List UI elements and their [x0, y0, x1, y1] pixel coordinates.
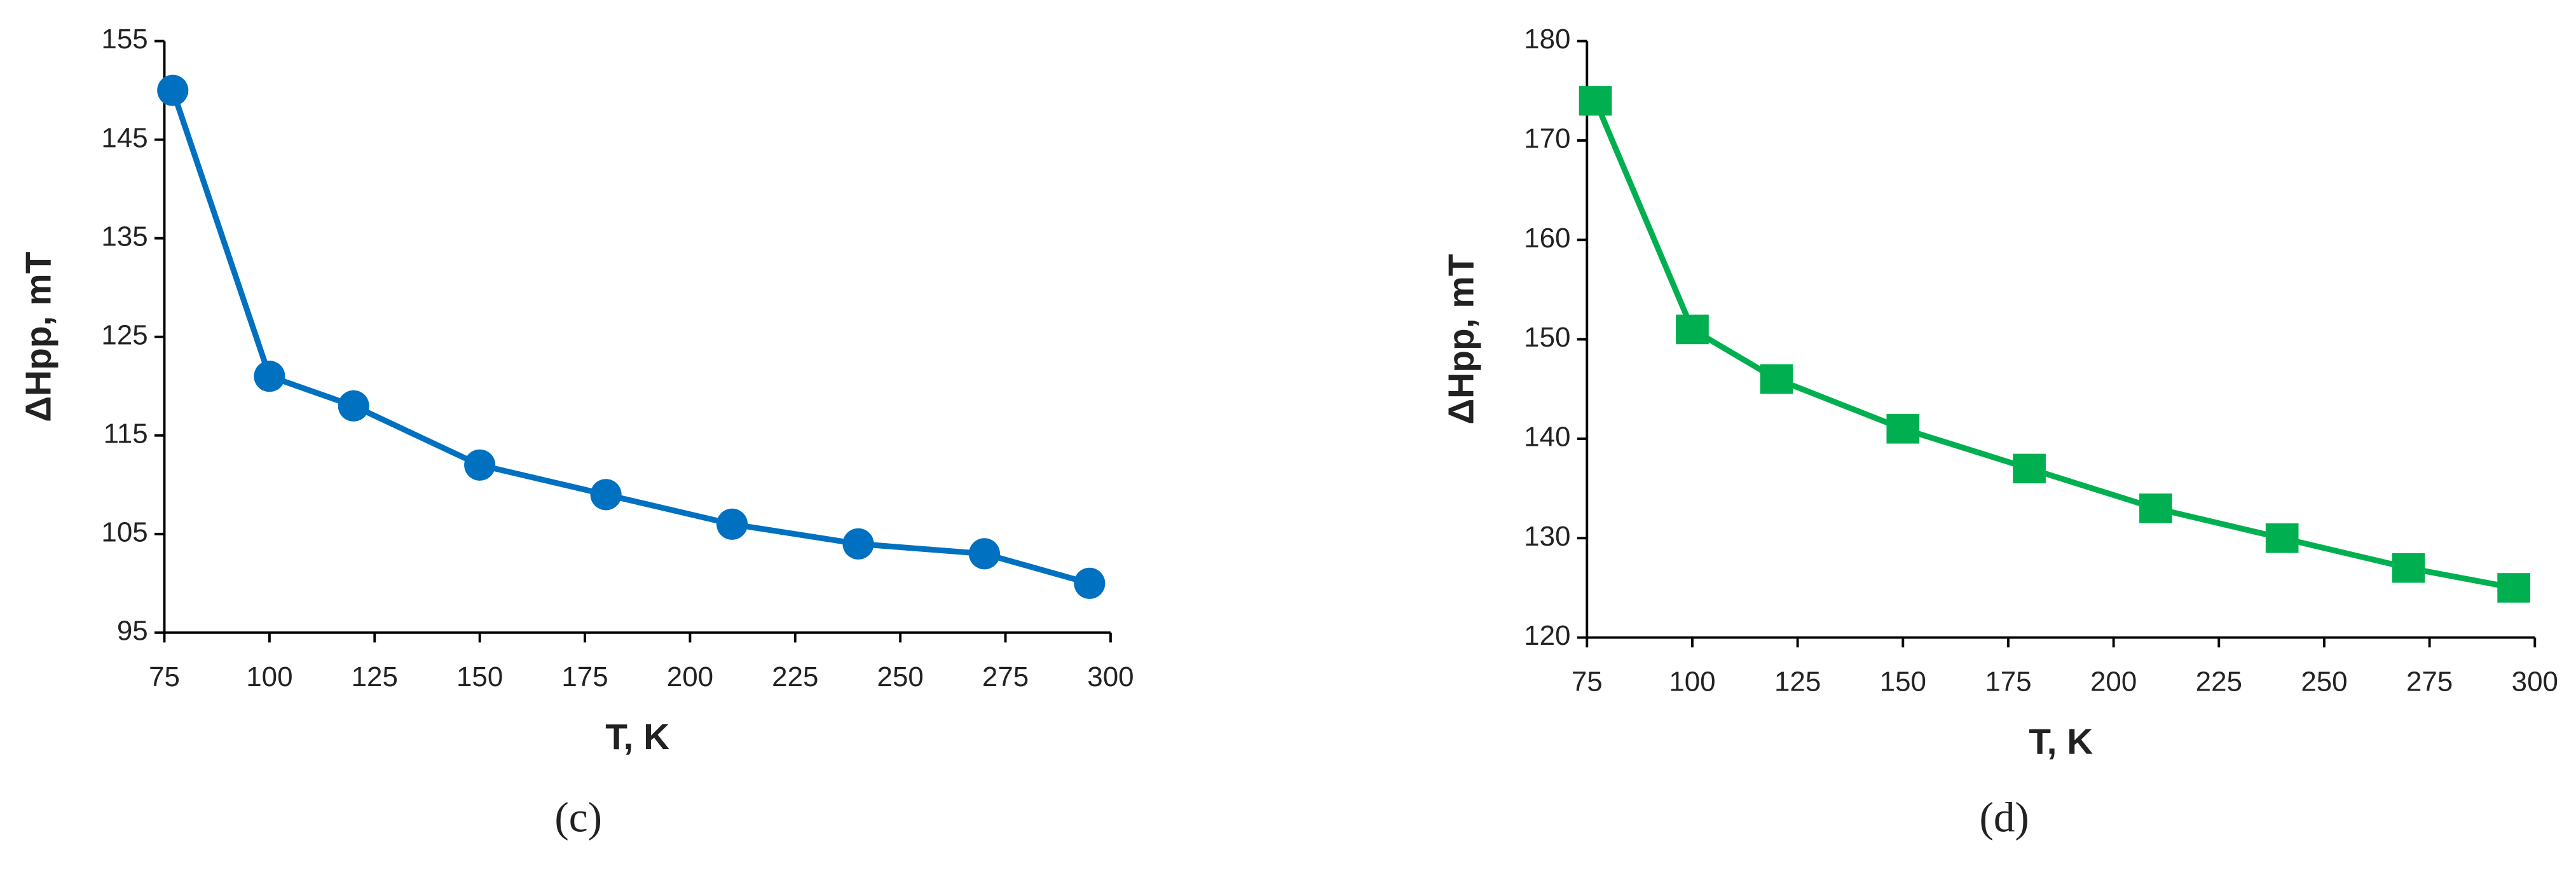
- marker: [1886, 414, 1920, 444]
- x-tick-label: 175: [561, 661, 608, 692]
- chart: 120 130 140 150 160 170 180 75 100 125 150 175 200 22…: [1442, 24, 2558, 841]
- x-tick-label: 250: [877, 661, 924, 692]
- marker: [1676, 314, 1709, 345]
- marker: [2013, 453, 2046, 484]
- x-tick-label: 300: [1087, 661, 1134, 692]
- y-tick-label: 150: [1524, 322, 1570, 353]
- x-tick-label: 175: [1985, 666, 2031, 698]
- marker: [1074, 567, 1106, 599]
- marker: [338, 390, 369, 422]
- marker: [716, 508, 748, 540]
- y-axis-label: ΔHpp, mT: [1442, 254, 1482, 424]
- x-tick-label: 100: [1669, 666, 1715, 698]
- y-tick-label: 160: [1524, 223, 1570, 254]
- x-tick-label: 225: [2196, 666, 2242, 698]
- y-tick-label: 145: [101, 122, 147, 153]
- y-tick-label: 125: [101, 319, 147, 350]
- marker: [464, 449, 496, 481]
- x-axis-label: T, K: [2029, 722, 2093, 762]
- series-line: [170, 89, 1091, 586]
- x-tick-label: 150: [456, 661, 503, 692]
- marker: [254, 361, 285, 392]
- caption: (d): [1979, 793, 2029, 841]
- x-tick-label: 225: [772, 661, 818, 692]
- y-tick-label: 95: [117, 615, 148, 646]
- x-tick-label: 250: [2301, 666, 2347, 698]
- y-tick-label: 170: [1524, 123, 1570, 155]
- x-tick-label: 150: [1880, 666, 1926, 698]
- marker: [1760, 364, 1793, 394]
- marker: [2392, 553, 2425, 583]
- y-axis-label: ΔHpp, mT: [19, 251, 59, 422]
- y-tick-label: 180: [1524, 24, 1570, 55]
- y-tick-label: 140: [1524, 422, 1570, 453]
- x-tick-label: 125: [352, 661, 398, 692]
- x-tick-label: 300: [2512, 666, 2558, 698]
- x-tick-label: 75: [1572, 666, 1603, 698]
- marker: [1579, 86, 1612, 116]
- marker: [590, 479, 622, 511]
- y-tick-label: 155: [101, 24, 147, 55]
- y-tick-label: 130: [1524, 521, 1570, 552]
- y-tick-label: 115: [104, 418, 148, 449]
- y-tick-label: 120: [1524, 620, 1570, 651]
- chart: 95 105 115 125 135 145 155 75 100 125 150 175 200 225…: [19, 24, 1134, 841]
- caption: (c): [554, 793, 602, 841]
- x-tick-label: 200: [667, 661, 713, 692]
- y-tick-label: 105: [101, 516, 147, 548]
- x-tick-label: 75: [149, 661, 180, 692]
- x-tick-label: 275: [2406, 666, 2453, 698]
- x-tick-label: 200: [2090, 666, 2137, 698]
- x-tick-label: 275: [982, 661, 1029, 692]
- marker: [2265, 523, 2299, 553]
- marker: [157, 74, 189, 106]
- x-tick-label: 100: [246, 661, 292, 692]
- x-tick-label: 125: [1774, 666, 1821, 698]
- marker: [842, 528, 874, 560]
- marker: [2139, 493, 2172, 523]
- series-line: [1593, 99, 2514, 591]
- marker: [968, 538, 1001, 570]
- marker: [2497, 573, 2530, 603]
- y-tick-label: 135: [101, 221, 147, 252]
- x-axis-label: T, K: [605, 717, 669, 757]
